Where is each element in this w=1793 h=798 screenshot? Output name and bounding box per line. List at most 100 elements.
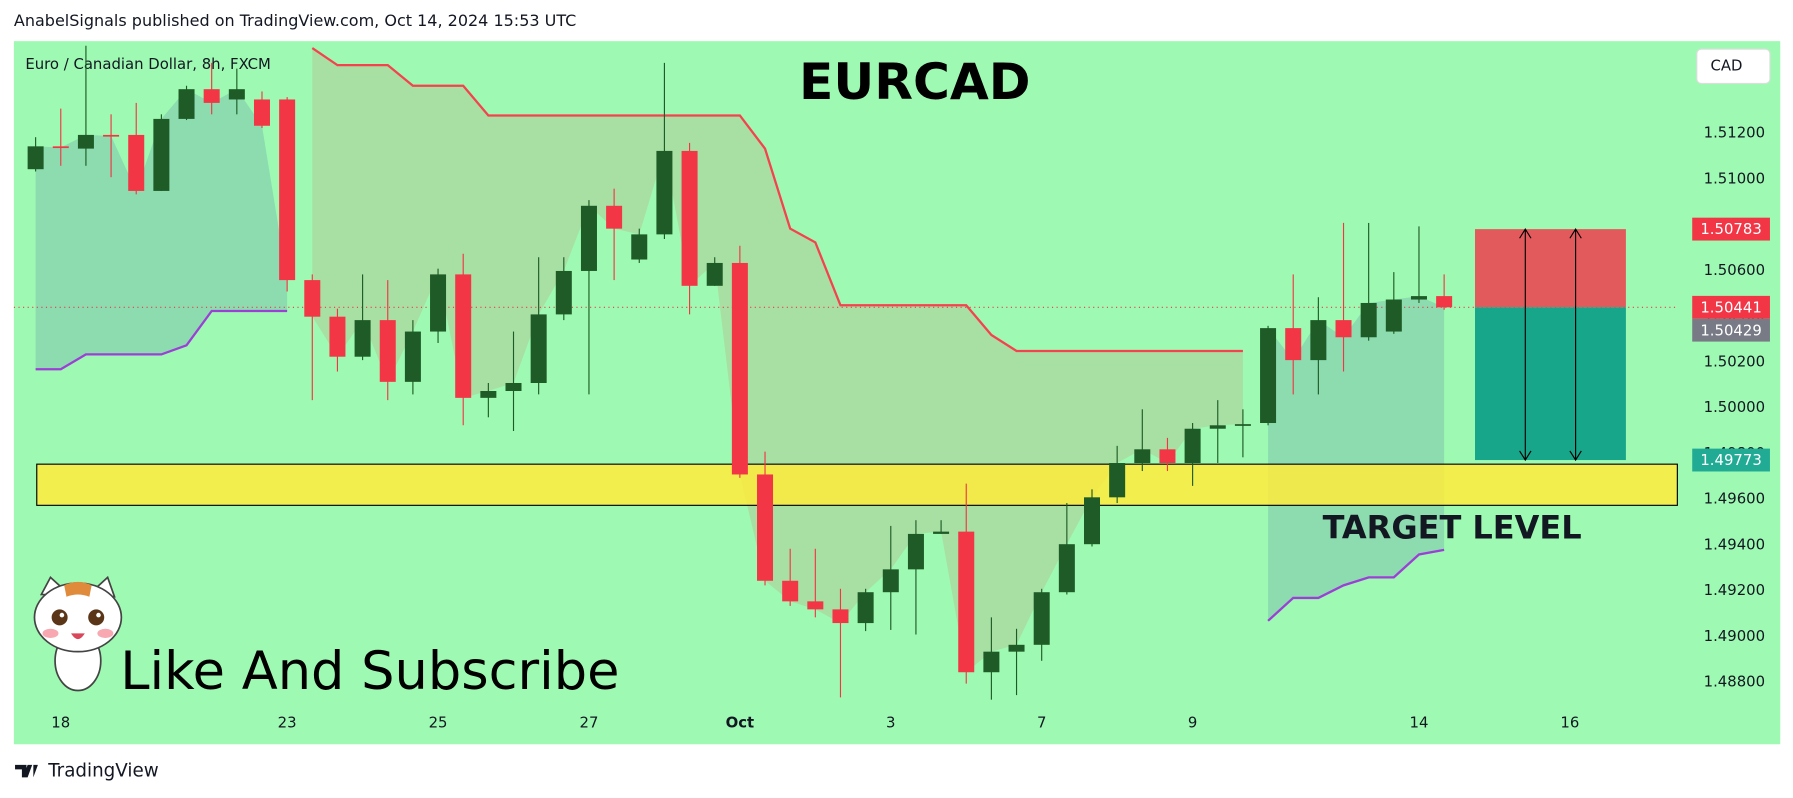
plot-area: 1.488001.490001.492001.494001.496001.498… [13, 45, 1765, 732]
footer-brand: TradingView [47, 761, 159, 782]
candle-body [480, 390, 497, 398]
candle-body [1385, 299, 1402, 332]
currency-box[interactable] [1696, 48, 1771, 85]
candle-body [103, 134, 120, 137]
currency-label[interactable]: CAD [1711, 56, 1743, 74]
candle-body [253, 99, 270, 126]
candle-body [580, 205, 597, 271]
price-label: 1.50429 [1700, 321, 1761, 339]
candle-body [1033, 592, 1050, 645]
candle-body [354, 320, 371, 357]
y-tick-label: 1.49000 [1704, 627, 1765, 645]
candle-body [1209, 425, 1226, 429]
price-label-box [1692, 295, 1770, 319]
candle-body [1335, 320, 1352, 338]
x-tick-label: Oct [726, 714, 755, 732]
publish-header: AnabelSignals published on TradingView.c… [14, 11, 576, 30]
candle-body [656, 150, 673, 235]
x-tick-label: 14 [1410, 714, 1429, 732]
candle-body [1410, 296, 1427, 300]
x-tick-label: 25 [429, 714, 448, 732]
y-tick-label: 1.50200 [1704, 352, 1765, 370]
y-tick-label: 1.49600 [1704, 490, 1765, 508]
candle-body [1436, 296, 1453, 308]
target-area [1474, 307, 1626, 461]
candle-body [706, 262, 723, 286]
candle-body [52, 146, 69, 149]
y-tick-label: 1.51200 [1704, 124, 1765, 142]
price-label: 1.50441 [1700, 298, 1761, 316]
x-tick-label: 27 [580, 714, 599, 732]
candle-body [430, 274, 447, 332]
y-tick-label: 1.50600 [1704, 261, 1765, 279]
price-label: 1.49773 [1700, 451, 1761, 469]
symbol-label: Euro / Canadian Dollar, 8h, FXCM [25, 55, 271, 73]
candle-body [1134, 449, 1151, 464]
candle-body [1159, 449, 1176, 464]
candle-body [782, 580, 799, 602]
candle-body [279, 99, 296, 281]
candle-body [606, 205, 623, 229]
candle-body [857, 592, 874, 624]
candle-body [555, 270, 572, 315]
x-tick-label: 9 [1188, 714, 1197, 732]
indicator-line [311, 47, 1243, 353]
candle-body [807, 601, 824, 610]
candle-body [1285, 328, 1302, 361]
price-label-box [1692, 217, 1770, 241]
candle-body [379, 320, 396, 382]
chart-title: EURCAD [799, 52, 1031, 111]
zone-label: TARGET LEVEL [1323, 508, 1582, 546]
candle-body [933, 531, 950, 534]
x-tick-label: 3 [886, 714, 895, 732]
candle-body [907, 533, 924, 570]
candle-body [832, 609, 849, 624]
candle-body [404, 331, 421, 382]
candle-body [530, 314, 547, 383]
candle-body [731, 262, 748, 475]
cat-sticker [33, 575, 123, 692]
price-label: 1.50783 [1700, 220, 1761, 238]
candle-body [178, 89, 195, 119]
candle-body [77, 134, 94, 149]
candle-body [1184, 428, 1201, 464]
candle-body [153, 118, 170, 191]
candle-body [203, 89, 220, 103]
candle-body [1260, 328, 1277, 424]
candle-body [304, 280, 321, 317]
candle-body [27, 146, 44, 170]
y-tick-label: 1.48800 [1704, 673, 1765, 691]
candle-body [329, 316, 346, 357]
stop-area [1474, 229, 1626, 308]
indicator-line [35, 309, 1445, 622]
y-tick-label: 1.49200 [1704, 581, 1765, 599]
candle-body [1234, 424, 1251, 426]
candle-body [505, 382, 522, 391]
candle-body [681, 150, 698, 286]
candle-body [1310, 320, 1327, 361]
y-tick-label: 1.50000 [1704, 398, 1765, 416]
range-arrow [1569, 228, 1582, 462]
price-label-box [1692, 318, 1770, 342]
band-fill [1268, 296, 1445, 621]
y-tick-label: 1.51000 [1704, 169, 1765, 187]
candle-body [631, 234, 648, 260]
annotation-text: Like And Subscribe [120, 641, 619, 702]
tradingview-logo [15, 764, 38, 778]
candle-body [1083, 497, 1101, 545]
candle-body [1008, 644, 1025, 652]
range-arrow [1519, 228, 1532, 462]
candle-body [455, 274, 472, 398]
candle-body [1360, 302, 1377, 338]
candle-body [228, 89, 245, 100]
target-zone [36, 463, 1678, 506]
candle-body [983, 651, 1000, 673]
candle-body [1109, 463, 1126, 498]
x-tick-label: 16 [1560, 714, 1579, 732]
band-fill [35, 89, 288, 370]
y-tick-label: 1.49400 [1704, 535, 1765, 553]
x-tick-label: 23 [278, 714, 297, 732]
candle-body [128, 134, 145, 191]
band-fill [312, 48, 1243, 673]
